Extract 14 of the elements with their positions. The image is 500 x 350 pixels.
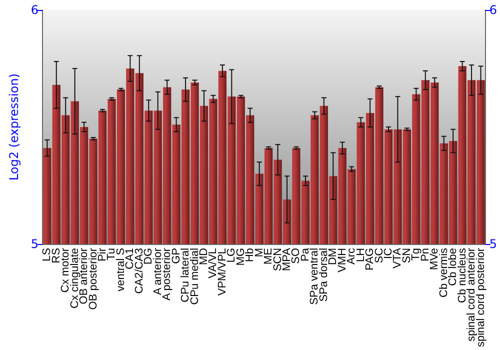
x-tick-label: Tg <box>410 248 422 261</box>
x-tick-label: VPM/VPL <box>216 248 228 296</box>
x-tick-label: SCN <box>272 248 284 272</box>
x-tick-label: SPa dorsal <box>318 248 330 302</box>
x-tick-label: Pir <box>96 248 108 262</box>
y-axis-title: Log2 (expression) <box>7 73 21 180</box>
x-tick-label: CPu medial <box>188 248 201 305</box>
x-tick-label: RS <box>50 248 62 264</box>
x-tick-label: Arc <box>346 247 358 264</box>
y2-tick-label: 5 <box>489 236 498 251</box>
x-tick-label: IC <box>382 248 394 259</box>
y2-tick-label: 6 <box>489 3 498 17</box>
x-tick-label: SN <box>400 248 413 264</box>
x-tick-label: MVe <box>428 248 441 270</box>
